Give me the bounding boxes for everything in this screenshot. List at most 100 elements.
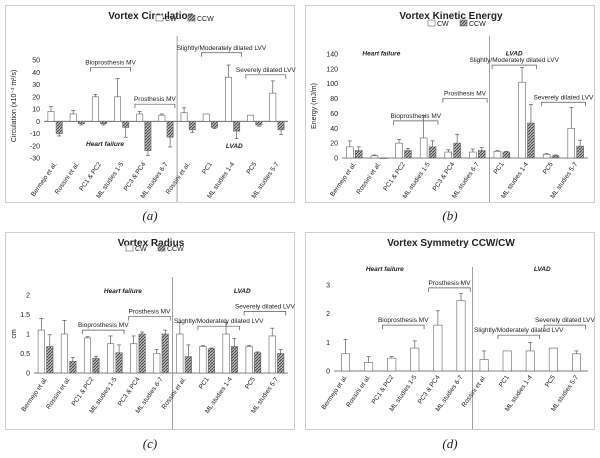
annotation-label: Prosthesis MV (134, 96, 177, 103)
bar-cw (370, 155, 379, 159)
panel-c: Vortex Radius cm 0 0.5 1 1.5 2 Bermejo et al. Ro… (5, 232, 296, 430)
y-tick-label: 2 (26, 293, 30, 300)
x-tick-label: ML studies 6-7 (451, 161, 481, 200)
x-tick-label: PC3 & PC4 (123, 161, 148, 193)
annotation-bracket (428, 287, 471, 292)
legend-label-cw: CW (165, 16, 177, 23)
annotation-bracket (201, 52, 242, 57)
x-tick-label: ML studies 5-7 (549, 161, 579, 200)
x-tick-label: PC1 & PC2 (78, 161, 103, 193)
bar-ccw (161, 333, 169, 374)
y-tick-label: 0 (326, 369, 330, 376)
legend-swatch-cw (427, 19, 436, 27)
bar-cw (222, 333, 230, 374)
annotation-bracket (197, 325, 240, 331)
legend-label-ccw: CCW (197, 16, 214, 23)
annotation-bracket (243, 311, 287, 316)
x-tick-label: PC1 (498, 374, 511, 389)
y-tick-label: -10 (30, 131, 40, 138)
bar-cw (245, 346, 253, 374)
legend-label-ccw: CCW (167, 246, 184, 253)
y-tick-label: 1 (26, 332, 30, 339)
x-tick-label: PC1 & PC2 (71, 376, 96, 408)
annotation-label: Prosthesis MV (444, 91, 487, 98)
annotation-bracket (382, 324, 425, 330)
bar-cw (395, 142, 403, 159)
bar-cw (136, 113, 144, 122)
caption-c: (c) (142, 436, 158, 451)
x-tick-label: PC1 (198, 376, 211, 391)
bar-ccwcw (341, 353, 351, 372)
x-tick-label: PC5 (244, 376, 257, 391)
group-label: LVAD (506, 50, 523, 57)
annotation-label: Severely dilated LVV (535, 317, 596, 324)
bar-cw (69, 113, 77, 122)
x-tick-label: PC3 & PC4 (117, 376, 142, 408)
bar-ccw (92, 357, 100, 374)
legend-swatch-ccw (459, 19, 468, 27)
y-tick-label: 120 (326, 66, 338, 73)
bar-cw (469, 151, 477, 159)
bar-cw (37, 329, 45, 374)
bar-cw (47, 111, 55, 122)
y-axis-label: Circulation (x10⁻³ m²/s) (11, 70, 18, 143)
annotation-bracket (491, 64, 537, 70)
x-tick-label: PC1 & PC2 (382, 161, 407, 193)
bar-ccw (46, 346, 54, 374)
annotation-bracket (245, 74, 287, 79)
bar-ccw (184, 356, 192, 374)
bar-cw (199, 346, 207, 374)
x-tick-label: Rossini et al. (161, 376, 188, 411)
group-label: LVAD (534, 266, 551, 273)
legend-swatch-cw (125, 244, 134, 252)
group-label: Heart failure (104, 288, 142, 295)
bar-cw (180, 112, 188, 122)
legend-swatch-cw (155, 14, 164, 22)
bar-ccw (551, 155, 560, 159)
y-axis-label: Energy (mJ/m) (311, 83, 318, 129)
bar-cw (114, 96, 121, 122)
bar-ccwcw (548, 347, 558, 372)
bar-ccw (428, 146, 437, 159)
x-tick-label: PC1 (493, 161, 506, 176)
chart-vortex-kinetic-energy: Vortex Kinetic Energy Energy (mJ/m) 0 20 40 6… (311, 11, 594, 202)
bar-ccw (453, 142, 461, 159)
annotation-bracket (442, 98, 488, 103)
bar-ccw (144, 120, 152, 151)
y-tick-label: 40 (330, 126, 338, 133)
y-tick-label: 0 (36, 119, 40, 126)
annotation-label: Bioprosthesis MV (85, 59, 136, 66)
bar-ccw (69, 361, 77, 374)
annotation-label: Slightly/Moderately dilated LVV (474, 327, 564, 334)
x-tick-label: ML studies 1-4 (500, 161, 530, 200)
legend-label-cw: CW (135, 246, 147, 253)
bar-ccw (277, 353, 285, 374)
x-tick-label: PC1 (201, 161, 214, 176)
bar-cw (153, 353, 161, 374)
caption-d: (d) (442, 436, 458, 451)
annotation-label: Slightly/Moderately dilated LVV (177, 45, 267, 52)
y-tick-label: -30 (30, 156, 40, 163)
bar-ccw (354, 150, 363, 159)
x-tick-label: PC5 (544, 374, 557, 389)
annotation-label: Severely dilated LVV (533, 94, 594, 101)
y-axis-label: cm (11, 329, 18, 339)
annotation-label: Bioprosthesis MV (378, 317, 429, 324)
bar-ccw (527, 122, 535, 159)
bar-ccwcw (364, 362, 374, 372)
bar-cw (225, 76, 232, 122)
annotation-bracket (90, 67, 131, 72)
bar-ccw (55, 120, 63, 134)
annotation-bracket (393, 120, 439, 125)
annotation-bracket (543, 324, 587, 330)
bar-ccw (404, 150, 412, 159)
x-tick-label: Bermejo et al. (329, 161, 358, 198)
annotation-label: Bioprosthesis MV (391, 113, 442, 120)
y-tick-label: 20 (330, 141, 338, 148)
y-tick-label: 1 (326, 340, 330, 347)
bar-cw (542, 153, 551, 159)
bar-cw (346, 146, 354, 159)
bar-cw (83, 337, 92, 374)
